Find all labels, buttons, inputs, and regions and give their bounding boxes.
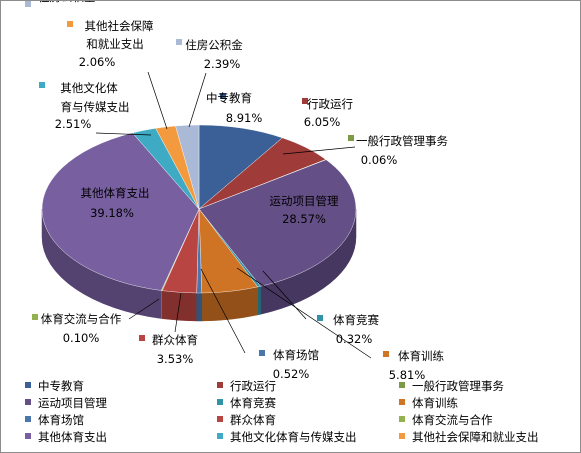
legend-swatch: [25, 433, 31, 439]
legend-label: 其他体育支出: [38, 430, 107, 444]
legend-swatch: [217, 382, 223, 388]
label-color-marker: [39, 82, 45, 88]
slice-percent-label: 0.06%: [361, 153, 398, 167]
legend-label: 体育场馆: [38, 413, 84, 427]
legend-label: 体育训练: [412, 396, 458, 410]
leader-line: [147, 71, 168, 130]
slice-percent-label: 2.39%: [204, 57, 241, 71]
label-color-marker: [32, 314, 38, 320]
leader-line: [236, 267, 372, 359]
slice-name-label: 住房公积金: [185, 38, 243, 52]
legend-swatch: [25, 382, 31, 388]
pie-slice: [198, 159, 357, 287]
slice-name-label: 群众体育: [152, 333, 198, 347]
slice-name-label: 其他文化体: [60, 81, 118, 95]
slice-name-label: 体育交流与合作: [41, 312, 122, 326]
label-color-marker: [220, 93, 226, 99]
legend-swatch: [399, 399, 405, 405]
legend-label: 运动项目管理: [38, 396, 107, 410]
legend-swatch: [399, 433, 405, 439]
slice-percent-label: 6.05%: [304, 115, 341, 129]
label-color-marker: [317, 315, 323, 321]
leader-line: [188, 72, 207, 128]
legend-label: 行政运行: [230, 379, 276, 393]
slice-name-label: 中专教育: [206, 91, 252, 105]
leader-line: [262, 270, 307, 320]
leader-line: [95, 132, 152, 136]
legend-swatch: [217, 416, 223, 422]
slice-percent-label: 2.51%: [55, 117, 92, 131]
label-color-marker: [259, 350, 265, 356]
slice-percent-label: 39.18%: [90, 206, 134, 220]
label-color-marker: [383, 351, 389, 357]
slice-name-label: 运动项目管理: [270, 194, 339, 208]
slice-percent-label: 5.81%: [389, 368, 426, 382]
label-color-marker: [302, 98, 308, 104]
slice-percent-label: 0.10%: [63, 331, 100, 345]
legend-label: 其他文化体育与传媒支出: [230, 430, 357, 444]
slice-percent-label: 2.06%: [79, 55, 116, 69]
legend-label: 其他社会保障和就业支出: [412, 430, 539, 444]
slice-percent-label: 3.53%: [157, 352, 194, 366]
pie-side-wall: [257, 285, 261, 316]
pie-side-wall: [196, 292, 203, 322]
pie-slice: [198, 124, 283, 210]
label-color-marker: [176, 39, 182, 45]
leader-line: [200, 268, 246, 354]
legend-swatch: [25, 416, 31, 422]
legend-swatch: [25, 1, 31, 7]
slice-name-label: 育与传媒支出: [61, 100, 130, 114]
slice-name-label: 体育竞赛: [333, 313, 379, 327]
slice-percent-label: 0.32%: [336, 332, 373, 346]
slice-name-label: 其他社会保障: [85, 19, 154, 33]
slice-name-label: 体育训练: [398, 349, 444, 363]
label-color-marker: [348, 135, 354, 141]
legend-label: 体育竞赛: [230, 396, 276, 410]
pie-side-wall: [161, 290, 197, 322]
slice-name-label: 行政运行: [307, 97, 353, 111]
label-color-marker: [139, 335, 145, 341]
leader-line: [174, 292, 182, 333]
slice-name-label: 其他体育支出: [81, 186, 150, 200]
legend-label: 群众体育: [230, 413, 276, 427]
legend-swatch: [399, 382, 405, 388]
legend-swatch: [25, 399, 31, 405]
pie-slice: [175, 124, 200, 210]
slice-name-label: 体育场馆: [273, 348, 319, 362]
legend-swatch: [217, 433, 223, 439]
legend-label: 一般行政管理事务: [412, 379, 504, 393]
slice-name-label: 和就业支出: [86, 37, 144, 51]
slice-percent-label: 28.57%: [282, 212, 326, 226]
pie-slice: [41, 132, 200, 291]
legend-label: 住房公积金: [38, 1, 96, 4]
slice-name-label: 一般行政管理事务: [356, 134, 448, 148]
leader-line: [128, 298, 160, 320]
legend-swatch: [399, 416, 405, 422]
label-color-marker: [67, 21, 73, 27]
leader-line: [282, 146, 356, 155]
legend-label: 中专教育: [38, 379, 84, 393]
slice-percent-label: 8.91%: [226, 111, 263, 125]
slice-percent-label: 0.52%: [273, 367, 310, 381]
legend-label: 体育交流与合作: [412, 413, 493, 427]
legend-swatch: [217, 399, 223, 405]
